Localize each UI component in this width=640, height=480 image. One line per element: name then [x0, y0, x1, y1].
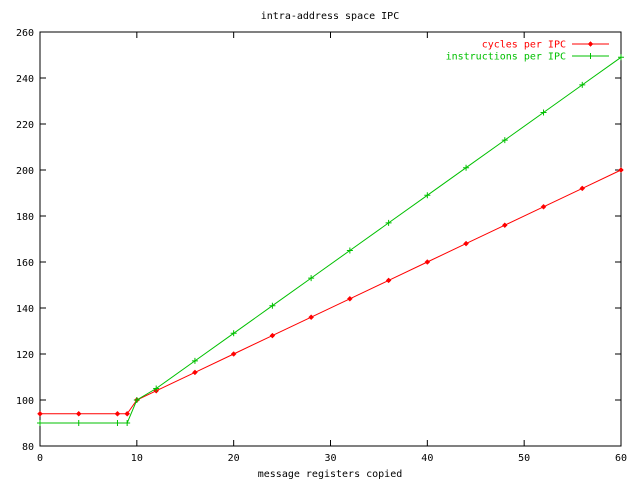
- data-point: [424, 192, 431, 199]
- data-point: [385, 219, 392, 226]
- x-axis-label: message registers copied: [258, 469, 403, 480]
- data-point: [191, 357, 198, 364]
- data-point: [269, 302, 276, 309]
- y-tick-label: 260: [16, 28, 34, 39]
- data-point: [114, 410, 121, 417]
- x-tick-label: 30: [324, 453, 336, 464]
- y-tick-label: 220: [16, 120, 34, 131]
- data-point: [133, 397, 140, 403]
- series-instructions-per-ipc: [37, 54, 624, 426]
- data-point: [124, 410, 131, 417]
- series-line: [40, 169, 622, 415]
- y-tick-label: 80: [22, 442, 34, 453]
- data-point: [308, 314, 314, 321]
- data-point: [463, 164, 470, 171]
- y-tick-label: 200: [16, 166, 34, 177]
- data-point: [153, 385, 160, 392]
- data-point: [579, 185, 586, 192]
- data-point: [230, 351, 237, 357]
- data-point: [463, 240, 469, 247]
- y-tick-label: 120: [16, 350, 34, 361]
- y-tick-label: 160: [16, 258, 34, 269]
- legend-marker: [587, 53, 594, 59]
- x-tick-label: 10: [131, 453, 143, 464]
- legend-label: instructions per IPC: [446, 52, 566, 63]
- data-point: [114, 420, 121, 426]
- data-point: [230, 330, 237, 337]
- series-line: [40, 56, 622, 424]
- x-tick-label: 40: [421, 453, 433, 464]
- y-tick-label: 140: [16, 304, 34, 315]
- data-point: [618, 54, 624, 61]
- data-point: [37, 410, 43, 417]
- data-point: [37, 420, 43, 426]
- x-tick-label: 50: [518, 453, 530, 464]
- y-tick-label: 100: [16, 396, 34, 407]
- data-point: [501, 222, 508, 229]
- series-cycles-per-ipc: [37, 167, 624, 417]
- data-point: [124, 420, 131, 426]
- legend-marker: [587, 41, 594, 47]
- data-point: [579, 81, 586, 88]
- chart-title: intra-address space IPC: [261, 11, 399, 22]
- data-point: [192, 369, 198, 376]
- legend-label: cycles per IPC: [482, 40, 566, 51]
- data-point: [75, 420, 82, 426]
- data-point: [540, 109, 547, 116]
- data-point: [618, 167, 624, 173]
- y-tick-label: 240: [16, 74, 34, 85]
- data-point: [385, 277, 392, 284]
- data-point: [346, 247, 353, 254]
- x-tick-label: 20: [228, 453, 240, 464]
- y-tick-label: 180: [16, 212, 34, 223]
- data-point: [540, 203, 547, 210]
- data-point: [347, 295, 353, 302]
- plot-frame: [39, 31, 622, 447]
- data-point: [501, 137, 508, 144]
- data-point: [75, 410, 82, 417]
- x-tick-label: 0: [37, 453, 43, 464]
- data-point: [424, 259, 431, 265]
- data-point: [308, 275, 315, 282]
- x-tick-label: 60: [615, 453, 627, 464]
- axes: 0 10 20 30 40 50 60 80 100 120 140 160 180 200 220 240 2…: [16, 28, 627, 464]
- data-point: [269, 332, 276, 339]
- series-layer: [37, 54, 624, 426]
